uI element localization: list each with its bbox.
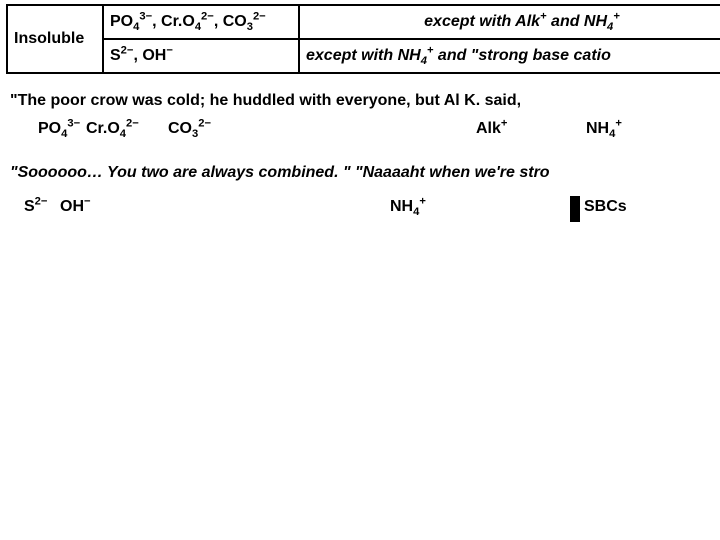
black-bar bbox=[570, 198, 582, 224]
token-sbc: SBCs bbox=[584, 198, 627, 216]
solubility-table: Insoluble PO43−, Cr.O42−, CO32− except w… bbox=[6, 4, 720, 74]
row1-exception: except with Alk+ and NH4+ bbox=[299, 5, 720, 39]
row2-exception: except with NH4+ and "strong base catio bbox=[299, 39, 720, 73]
token-s2: S2− bbox=[24, 198, 47, 216]
row1-ions: PO43−, Cr.O42−, CO32− bbox=[103, 5, 299, 39]
token-nh4: NH4+ bbox=[586, 120, 622, 138]
mnemonic-line-1: "The poor crow was cold; he huddled with… bbox=[10, 92, 720, 110]
table-row: S2−, OH− except with NH4+ and "strong ba… bbox=[7, 39, 720, 73]
ion-tokens-row-2: S2− OH− NH4+ SBCs bbox=[10, 198, 720, 224]
ion-tokens-row-1: PO43− Cr.O42− CO32− Alk+ NH4+ bbox=[10, 120, 720, 142]
token-nh4-2: NH4+ bbox=[390, 198, 426, 216]
token-alk: Alk+ bbox=[476, 120, 507, 138]
insoluble-label: Insoluble bbox=[7, 5, 103, 73]
row2-ions: S2−, OH− bbox=[103, 39, 299, 73]
token-oh: OH− bbox=[60, 198, 91, 216]
token-po4: PO43− bbox=[38, 120, 80, 138]
token-cro4: Cr.O42− bbox=[86, 120, 139, 138]
table-row: Insoluble PO43−, Cr.O42−, CO32− except w… bbox=[7, 5, 720, 39]
mnemonic-line-2: "Soooooo… You two are always combined. "… bbox=[10, 164, 720, 182]
token-co3: CO32− bbox=[168, 120, 211, 138]
